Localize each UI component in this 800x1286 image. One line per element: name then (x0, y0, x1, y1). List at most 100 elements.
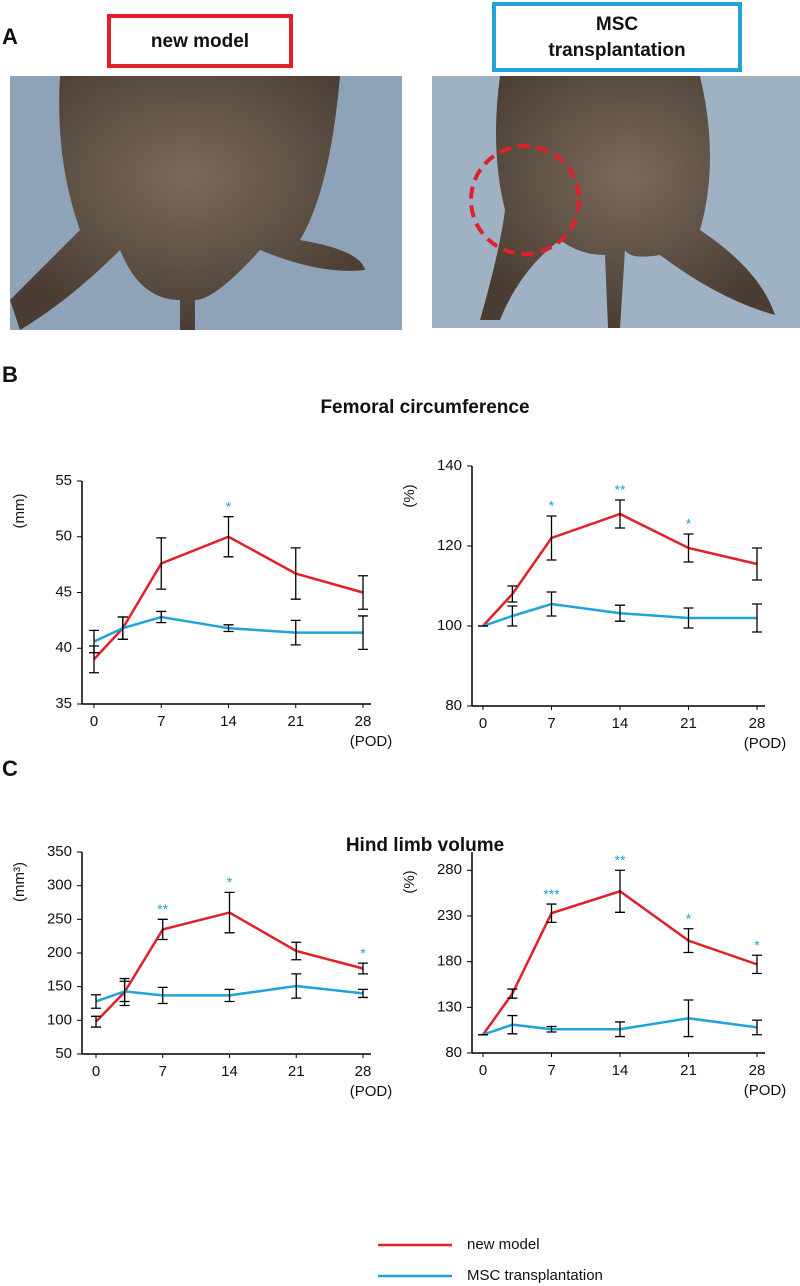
error-bar (291, 941, 302, 961)
error-bar (683, 533, 694, 563)
x-axis-label: (POD) (350, 733, 393, 750)
series-line (482, 1017, 758, 1036)
y-tick-label: 300 (47, 877, 72, 894)
error-bar (290, 547, 301, 600)
error-bar (507, 605, 518, 627)
error-bar (546, 515, 557, 561)
x-tick-label: 14 (612, 1062, 629, 1079)
error-bar (546, 1025, 557, 1033)
panel-label: B (2, 362, 18, 387)
series-line (95, 984, 364, 1003)
x-tick-label: 28 (355, 713, 372, 730)
x-tick-label: 14 (221, 1063, 238, 1080)
x-tick-label: 7 (547, 1062, 555, 1079)
section-title: Hind limb volume (346, 835, 504, 856)
significance: * (686, 910, 692, 926)
significance: * (360, 945, 366, 961)
series-line (93, 615, 363, 643)
significance: ** (615, 852, 626, 868)
x-axis-label: (POD) (744, 735, 787, 752)
significance: * (686, 516, 692, 532)
x-tick-label: 21 (287, 713, 304, 730)
significance: *** (543, 886, 560, 902)
series-line (482, 602, 757, 628)
y-axis-label: (mm) (11, 494, 28, 529)
error-bar (615, 869, 625, 913)
y-tick-label: 200 (47, 944, 72, 961)
y-tick-label: 100 (47, 1011, 72, 1028)
x-axis-label: (POD) (350, 1083, 393, 1100)
error-bar (683, 607, 694, 629)
error-bar (615, 1021, 625, 1038)
y-tick-label: 150 (47, 978, 72, 995)
y-tick-label: 350 (47, 843, 72, 860)
x-tick-label: 28 (749, 1062, 766, 1079)
x-tick-label: 28 (355, 1063, 372, 1080)
significance: ** (615, 482, 626, 498)
mouse-left (10, 76, 365, 330)
error-bar (358, 615, 368, 651)
label-box-right (492, 2, 742, 72)
error-bar (223, 516, 234, 558)
x-tick-label: 0 (92, 1063, 100, 1080)
error-bar (224, 891, 235, 934)
series-line (93, 535, 364, 661)
error-bar (615, 604, 625, 622)
x-tick-label: 28 (749, 715, 766, 732)
significance: ** (157, 901, 168, 917)
error-bar (615, 499, 625, 529)
x-tick-label: 7 (547, 715, 555, 732)
y-tick-label: 45 (55, 583, 72, 600)
error-bar (91, 994, 101, 1009)
y-axis-label: (%) (401, 484, 418, 507)
x-tick-label: 21 (680, 1062, 697, 1079)
x-tick-label: 21 (288, 1063, 305, 1080)
y-tick-label: 250 (47, 910, 72, 927)
error-bar (546, 591, 557, 617)
photo-label: transplantation (548, 40, 685, 61)
x-tick-label: 7 (159, 1063, 167, 1080)
error-bar (507, 988, 518, 999)
y-tick-label: 50 (55, 528, 72, 545)
y-tick-label: 80 (445, 1044, 462, 1061)
error-bar (358, 575, 368, 610)
significance: * (226, 498, 232, 514)
y-tick-label: 140 (437, 457, 462, 474)
error-bar (507, 1014, 518, 1035)
y-tick-label: 50 (55, 1045, 72, 1062)
y-tick-label: 280 (437, 861, 462, 878)
error-bar (119, 980, 130, 1003)
significance: * (754, 937, 760, 953)
series-line (482, 512, 758, 627)
error-bar (358, 988, 368, 999)
error-bar (546, 903, 557, 923)
x-tick-label: 7 (157, 713, 165, 730)
y-tick-label: 180 (437, 953, 462, 970)
y-tick-label: 80 (445, 697, 462, 714)
error-bar (156, 610, 167, 624)
x-tick-label: 14 (220, 713, 237, 730)
error-bar (752, 1019, 762, 1036)
error-bar (752, 954, 762, 975)
y-tick-label: 55 (55, 472, 72, 489)
x-tick-label: 0 (479, 715, 487, 732)
y-tick-label: 120 (437, 537, 462, 554)
error-bar (752, 603, 762, 633)
error-bar (291, 973, 302, 999)
y-axis-label: (%) (401, 870, 418, 893)
error-bar (89, 629, 99, 654)
error-bar (683, 928, 694, 954)
y-tick-label: 230 (437, 907, 462, 924)
legend-label: MSC transplantation (467, 1267, 603, 1284)
y-axis-label: (mm³) (11, 862, 28, 902)
photo-label: new model (151, 31, 249, 52)
error-bar (157, 918, 168, 941)
y-tick-label: 130 (437, 998, 462, 1015)
error-bar (223, 624, 234, 633)
mouse-right (480, 76, 775, 328)
error-bar (91, 1015, 101, 1028)
error-bar (507, 585, 518, 603)
error-bar (683, 999, 694, 1038)
